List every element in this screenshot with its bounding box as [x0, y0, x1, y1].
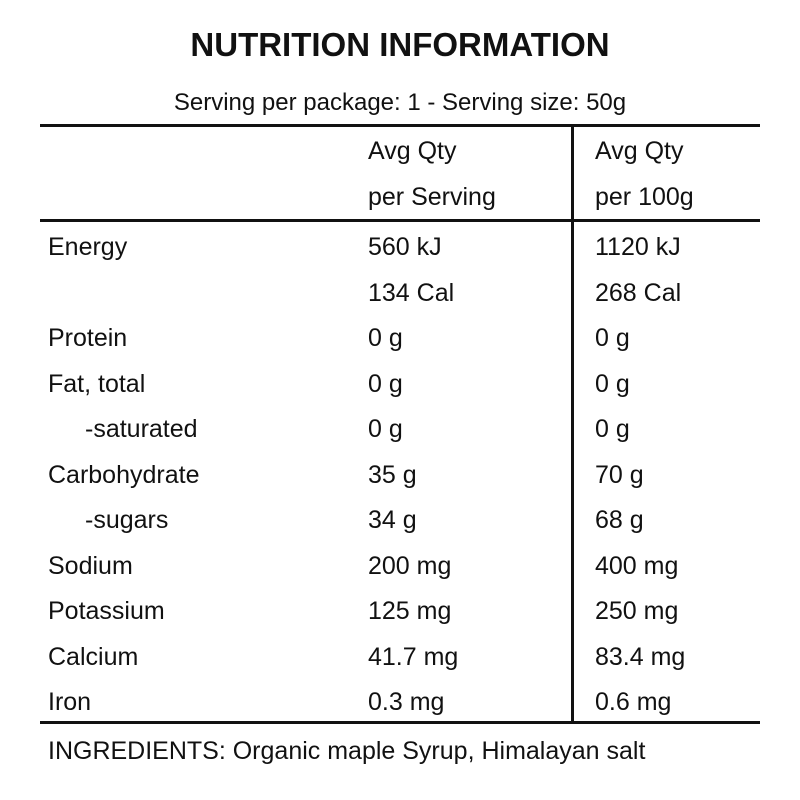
per-serving-value: 34 g	[368, 506, 417, 534]
title: NUTRITION INFORMATION	[190, 26, 610, 63]
per-serving-value: 125 mg	[368, 597, 452, 625]
row-label: Fat, total	[48, 369, 146, 398]
per-serving-value: 200 mg	[368, 551, 452, 580]
subtitle: Serving per package: 1 - Serving size: 5…	[173, 89, 627, 116]
column-divider	[571, 124, 574, 724]
top-rule	[40, 124, 760, 127]
column-header: Avg Qty	[595, 137, 684, 165]
per-100g-value: 0 g	[595, 415, 630, 443]
column-header: Avg Qty	[368, 137, 457, 165]
row-label: -sugars	[85, 506, 169, 534]
row-label: Energy	[48, 233, 128, 261]
per-100g-value: 0 g	[595, 324, 630, 352]
row-label: -saturated	[85, 415, 198, 443]
per-100g-value: 70 g	[595, 460, 644, 489]
per-100g-value: 0.6 mg	[595, 688, 672, 716]
per-serving-value: 0.3 mg	[368, 688, 445, 716]
per-100g-value: 268 Cal	[595, 278, 682, 307]
per-serving-value: 35 g	[368, 460, 417, 489]
per-serving-value: 0 g	[368, 415, 403, 443]
column-header: per Serving	[368, 183, 496, 211]
row-label: Carbohydrate	[48, 460, 200, 489]
per-100g-value: 400 mg	[595, 551, 679, 580]
row-label: Sodium	[48, 551, 133, 580]
row-label: Calcium	[48, 642, 139, 671]
per-serving-value: 0 g	[368, 324, 403, 352]
per-100g-value: 83.4 mg	[595, 642, 686, 671]
column-header: per 100g	[595, 183, 694, 211]
per-100g-value: 250 mg	[595, 597, 679, 625]
header-rule	[40, 219, 760, 222]
per-serving-value: 134 Cal	[368, 278, 455, 307]
row-label: Protein	[48, 324, 128, 352]
bottom-rule	[40, 721, 760, 724]
per-100g-value: 1120 kJ	[595, 233, 681, 261]
row-label: Potassium	[48, 597, 165, 625]
row-label: Iron	[48, 688, 92, 716]
per-100g-value: 68 g	[595, 506, 644, 534]
per-serving-value: 560 kJ	[368, 233, 442, 261]
ingredients: INGREDIENTS: Organic maple Syrup, Himala…	[48, 737, 646, 765]
per-serving-value: 0 g	[368, 369, 403, 398]
per-serving-value: 41.7 mg	[368, 642, 459, 671]
per-100g-value: 0 g	[595, 369, 630, 398]
